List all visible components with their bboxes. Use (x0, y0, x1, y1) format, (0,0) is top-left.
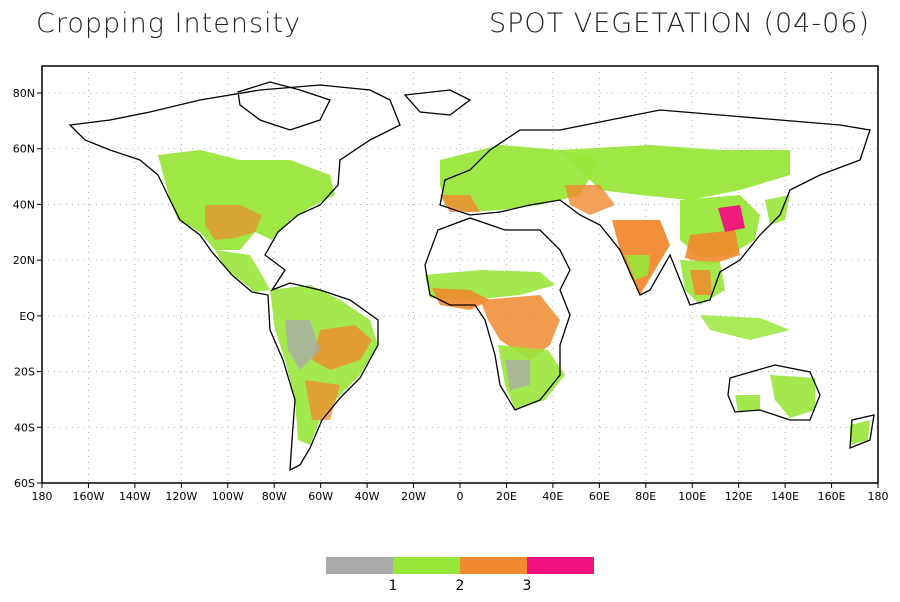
lon-label: 40E (542, 490, 563, 503)
crop-region-china-orange (685, 230, 740, 265)
crop-region-india-green (625, 255, 650, 280)
lon-label: 60E (589, 490, 610, 503)
lon-label: 160E (818, 490, 846, 503)
legend-swatch (460, 557, 527, 574)
crop-region-japan (765, 195, 790, 225)
lat-label: EQ (19, 310, 35, 323)
lon-label: 80E (635, 490, 656, 503)
lon-label: 120E (725, 490, 753, 503)
crop-region-asia-north (560, 145, 790, 200)
lon-label: 140E (771, 490, 799, 503)
crop-region-east-africa (480, 295, 560, 360)
lat-label: 20S (14, 366, 35, 379)
crop-region-us-south (205, 205, 262, 240)
lon-label: 120W (165, 490, 197, 503)
lon-label: 160W (73, 490, 105, 503)
lon-label: 80W (262, 490, 287, 503)
latitude-labels: 80N 60N 40N 20N EQ 20S 40S 60S (13, 87, 36, 490)
crop-region-new-zealand (850, 420, 870, 445)
lat-label: 20N (13, 254, 35, 267)
lon-label: 0 (457, 490, 464, 503)
lon-label: 180 (32, 490, 53, 503)
lon-label: 60W (308, 490, 333, 503)
legend-label: 3 (523, 578, 532, 594)
lon-label: 100W (212, 490, 244, 503)
legend: 1 2 3 (326, 557, 594, 594)
lon-label: 140W (119, 490, 151, 503)
longitude-labels: 180 160W 140W 120W 100W 80W 60W 40W 20W 0 20E 40E 60… (32, 490, 889, 503)
lat-label: 40N (13, 198, 35, 211)
crop-region-australia-east (770, 375, 815, 418)
cropping-intensity-layer (158, 145, 870, 445)
crop-region-indonesia (700, 315, 790, 340)
axis-ticks (37, 92, 879, 488)
lon-label: 180 (868, 490, 889, 503)
crop-region-sa-south (305, 380, 340, 420)
coastlines (68, 81, 875, 472)
map-title: Cropping Intensity (36, 8, 302, 39)
legend-swatch (326, 557, 393, 574)
lat-label: 60N (13, 143, 35, 156)
lon-label: 20W (401, 490, 426, 503)
crop-region-west-africa (432, 288, 490, 310)
crop-region-sa-orange (312, 325, 372, 370)
crop-region-sa-gray (285, 320, 320, 370)
lat-label: 40S (14, 421, 35, 434)
legend-swatch (527, 557, 594, 574)
crop-region-china-triple (718, 205, 745, 232)
legend-label: 1 (389, 578, 398, 594)
crop-region-se-asia-orange (690, 270, 712, 295)
crop-region-australia-west (735, 395, 760, 412)
lon-label: 100E (678, 490, 706, 503)
crop-region-north-america (158, 150, 335, 250)
lon-label: 20E (496, 490, 517, 503)
map-subtitle: SPOT VEGETATION (04-06) (488, 8, 870, 39)
crop-region-middle-east (565, 185, 615, 215)
crop-region-mexico (215, 250, 270, 292)
lon-label: 40W (355, 490, 380, 503)
crop-region-europe (440, 145, 600, 212)
crop-region-africa-gray (505, 360, 530, 390)
lat-label: 80N (13, 87, 35, 100)
lat-label: 60S (14, 477, 35, 490)
legend-label: 2 (456, 578, 465, 594)
legend-swatch (393, 557, 460, 574)
